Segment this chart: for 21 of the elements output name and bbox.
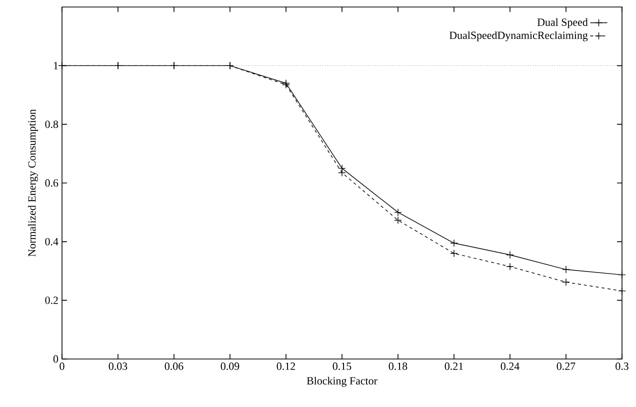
x-tick-label: 0.24 bbox=[500, 362, 520, 370]
legend-label: Dual Speed bbox=[537, 18, 588, 28]
x-tick-label: 0.06 bbox=[164, 362, 184, 370]
y-tick-label: 0.2 bbox=[45, 296, 58, 304]
x-tick-label: 0.21 bbox=[444, 362, 463, 370]
y-tick-label: 0 bbox=[53, 355, 58, 363]
x-axis-title: Blocking Factor bbox=[306, 376, 378, 387]
y-tick-label: 1 bbox=[54, 62, 58, 70]
x-tick-label: 0.03 bbox=[108, 362, 128, 370]
x-tick-label: 0 bbox=[60, 362, 64, 370]
y-tick-label: 0.6 bbox=[45, 179, 58, 187]
x-tick-label: 0.15 bbox=[332, 362, 352, 370]
y-tick-label: 0.8 bbox=[45, 120, 58, 128]
x-tick-label: 0.27 bbox=[556, 362, 576, 370]
x-tick-label: 0.18 bbox=[388, 362, 408, 370]
legend-label: DualSpeedDynamicReclaiming bbox=[449, 31, 588, 42]
x-tick-label: 0.12 bbox=[276, 362, 295, 370]
x-tick-label: 0.3 bbox=[616, 362, 628, 370]
x-tick-label: 0.09 bbox=[220, 362, 240, 370]
y-axis-title: Normalized Energy Consumption bbox=[28, 109, 38, 257]
y-tick-label: 0.4 bbox=[45, 238, 58, 246]
